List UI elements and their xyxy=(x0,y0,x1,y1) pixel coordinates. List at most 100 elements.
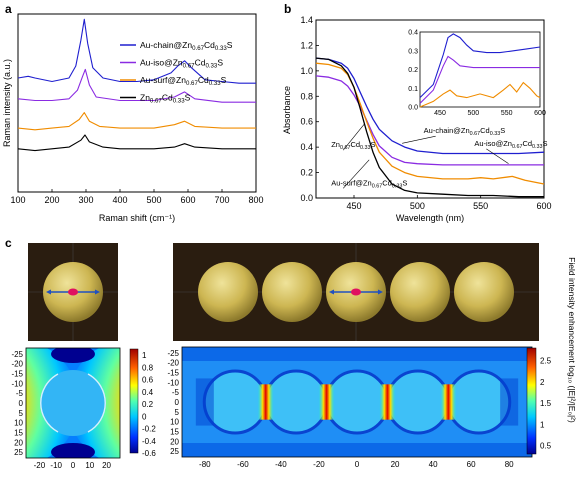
absorbance-y-tick-label: 0.0 xyxy=(300,193,313,203)
inset-series-0 xyxy=(419,33,541,98)
left-map-y-tick-label: -25 xyxy=(11,350,23,359)
raman-legend-label: Zn0.67Cd0.33S xyxy=(140,93,191,105)
right-map-y-tick-label: -5 xyxy=(172,388,180,397)
right-map-y-tick-label: -25 xyxy=(167,349,179,358)
annotation-leader xyxy=(342,159,370,189)
left-colorbar-tick-label: 0.2 xyxy=(142,400,154,409)
annotation-leader xyxy=(342,124,365,151)
left-map-y-tick-label: -5 xyxy=(16,389,24,398)
left-colorbar-tick-label: -0.6 xyxy=(142,449,156,458)
right-colorbar-tick-label: 2 xyxy=(540,378,545,387)
panel-label-a: a xyxy=(5,2,12,16)
absorbance-x-tick-label: 550 xyxy=(473,201,488,211)
raman-series-0 xyxy=(17,18,256,84)
right-colorbar-tick-label: 1 xyxy=(540,420,545,429)
absorbance-y-axis-label: Absorbance xyxy=(282,86,292,134)
absorbance-y-tick-label: 1.2 xyxy=(300,40,313,50)
raman-x-tick-label: 800 xyxy=(248,195,263,205)
left-colorbar-tick-label: 1 xyxy=(142,351,147,360)
gold-sphere xyxy=(454,262,514,322)
left-map-y-tick-label: -15 xyxy=(11,370,23,379)
right-map-x-tick-label: 20 xyxy=(391,460,400,469)
raman-x-tick-label: 700 xyxy=(214,195,229,205)
right-map-y-tick-label: -10 xyxy=(167,378,179,387)
raman-series-1 xyxy=(17,68,256,103)
annotation-leader xyxy=(402,135,436,144)
arrow-head xyxy=(378,289,383,295)
right-map-x-tick-label: 80 xyxy=(505,460,514,469)
right-map-y-tick-label: 25 xyxy=(170,447,179,456)
left-map-y-tick-label: -10 xyxy=(11,379,23,388)
left-map-y-tick-label: 15 xyxy=(14,428,23,437)
gap-hotspot xyxy=(318,384,335,420)
gap-hotspot xyxy=(440,384,457,420)
absorbance-y-tick-label: 0.2 xyxy=(300,168,313,178)
right-colorbar-tick-label: 2.5 xyxy=(540,357,552,366)
gold-sphere xyxy=(262,262,322,322)
raman-x-tick-label: 200 xyxy=(44,195,59,205)
absorbance-x-tick-label: 450 xyxy=(346,201,361,211)
right-colorbar xyxy=(526,347,537,455)
left-map-y-tick-label: 25 xyxy=(14,448,23,457)
left-colorbar-tick-label: 0.4 xyxy=(142,388,154,397)
right-map-y-tick-label: 15 xyxy=(170,427,179,436)
absorbance-y-tick-label: 0.4 xyxy=(300,142,313,152)
sphere-cross-section xyxy=(324,369,390,435)
dipole-dot xyxy=(351,288,361,296)
right-map-x-tick-label: -40 xyxy=(275,460,287,469)
absorbance-plot-frame xyxy=(315,19,545,199)
panel-label-b: b xyxy=(284,2,291,16)
raman-series-2 xyxy=(17,112,256,131)
left-colorbar-tick-label: -0.4 xyxy=(142,437,156,446)
raman-x-tick-label: 400 xyxy=(112,195,127,205)
raman-x-axis-label: Raman shift (cm⁻¹) xyxy=(99,213,175,223)
inset-x-tick-label: 550 xyxy=(501,110,513,117)
raman-spectra-chart: 100 200 300 400 500 600 700 800 Raman intensity… xyxy=(2,13,264,223)
raman-x-tick-label: 600 xyxy=(180,195,195,205)
inset-x-tick-label: 500 xyxy=(467,110,479,117)
right-map-y-tick-label: 0 xyxy=(175,398,180,407)
single-sphere-model xyxy=(28,243,118,341)
absorbance-chart: 450 500 550 600 0.0 0.2 0.4 0.6 0.8 1.0 1.2 1.4 Abs… xyxy=(282,15,552,223)
absorbance-series-3 xyxy=(315,57,544,198)
raman-x-tick-label: 300 xyxy=(78,195,93,205)
right-map-x-tick-label: 40 xyxy=(429,460,438,469)
right-colorbar-tick-label: 1.5 xyxy=(540,399,552,408)
absorbance-series-0 xyxy=(315,57,545,155)
absorbance-y-tick-label: 0.6 xyxy=(300,117,313,127)
colorbar-label: Field intensity enhancement log₁₀ (|E|²/… xyxy=(567,257,577,423)
inset-y-tick-label: 0.4 xyxy=(408,30,418,37)
right-map-y-tick-label: -15 xyxy=(167,369,179,378)
absorbance-annotation: Zn0.67Cd0.33S xyxy=(331,140,375,151)
inset-series-1 xyxy=(419,55,540,104)
gap-hotspot xyxy=(379,384,396,420)
left-map-y-tick-label: 0 xyxy=(19,399,24,408)
raman-plot-frame xyxy=(17,13,257,193)
inset-series-2 xyxy=(419,81,541,108)
right-map-x-tick-label: 60 xyxy=(467,460,476,469)
left-colorbar-tick-label: -0.2 xyxy=(142,425,156,434)
edge-shadow xyxy=(500,378,519,426)
sphere-cross-section xyxy=(263,369,329,435)
dipole-dot xyxy=(68,288,78,296)
right-colorbar-tick-label: 0.5 xyxy=(540,442,552,451)
absorbance-series-1 xyxy=(315,75,544,166)
right-map-x-tick-label: -80 xyxy=(199,460,211,469)
raman-x-tick-label: 500 xyxy=(146,195,161,205)
raman-series-3 xyxy=(17,134,256,152)
absorbance-x-axis-label: Wavelength (nm) xyxy=(396,213,464,223)
arrow-head xyxy=(329,289,334,295)
right-map-y-tick-label: 10 xyxy=(170,418,179,427)
raman-legend-label: Au-surf@Zn0.67Cd0.33S xyxy=(140,75,227,87)
absorbance-x-tick-label: 600 xyxy=(536,201,551,211)
left-map-x-tick-label: -10 xyxy=(50,461,62,470)
right-map-y-tick-label: 20 xyxy=(170,437,179,446)
left-map-x-tick-label: -20 xyxy=(34,461,46,470)
right-map-x-tick-label: 0 xyxy=(355,460,360,469)
left-map-y-tick-label: 5 xyxy=(19,409,24,418)
inset-y-tick-label: 0.1 xyxy=(408,86,418,93)
absorbance-y-tick-label: 0.8 xyxy=(300,91,313,101)
left-map-y-tick-label: 20 xyxy=(14,438,23,447)
